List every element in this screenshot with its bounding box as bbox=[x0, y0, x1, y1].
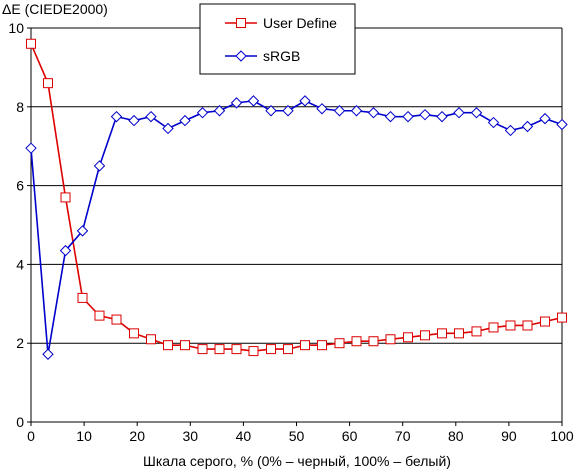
y-tick-label: 8 bbox=[16, 99, 24, 115]
x-tick-label: 50 bbox=[289, 428, 305, 444]
data-point bbox=[540, 316, 551, 327]
legend-entry: User Define bbox=[225, 15, 337, 31]
legend-entry: sRGB bbox=[225, 48, 300, 64]
data-point bbox=[522, 320, 533, 331]
data-point bbox=[334, 338, 345, 349]
data-point bbox=[196, 107, 209, 119]
x-tick-label: 20 bbox=[129, 428, 145, 444]
data-point bbox=[59, 244, 72, 257]
series-layer bbox=[25, 38, 568, 360]
data-point bbox=[162, 122, 174, 135]
data-point bbox=[110, 110, 123, 123]
data-point bbox=[420, 330, 431, 341]
x-tick-label: 70 bbox=[395, 428, 411, 444]
data-point bbox=[179, 340, 190, 351]
data-point bbox=[367, 107, 380, 119]
x-tick-label: 30 bbox=[183, 428, 199, 444]
x-tick-label: 10 bbox=[76, 428, 92, 444]
data-point bbox=[453, 107, 465, 119]
series-srgb bbox=[25, 95, 568, 360]
data-point bbox=[128, 114, 140, 127]
data-point bbox=[299, 340, 310, 351]
data-point bbox=[265, 105, 277, 117]
gridlines bbox=[31, 27, 562, 344]
x-tick-label: 40 bbox=[236, 428, 252, 444]
data-point bbox=[316, 340, 327, 351]
data-point bbox=[145, 110, 157, 123]
data-point bbox=[453, 328, 464, 339]
legend-box bbox=[199, 3, 356, 75]
y-tick-label: 0 bbox=[16, 414, 24, 430]
data-point bbox=[504, 124, 517, 137]
legend-label: User Define bbox=[263, 15, 337, 31]
data-point bbox=[76, 225, 89, 237]
y-tick-label: 2 bbox=[16, 335, 24, 351]
data-point bbox=[247, 95, 260, 107]
y-tick-label: 6 bbox=[16, 178, 24, 194]
y-axis-label: ΔE (CIEDE2000) bbox=[2, 1, 108, 17]
data-point bbox=[162, 340, 173, 351]
data-point bbox=[351, 336, 362, 347]
data-point bbox=[213, 105, 226, 117]
data-point bbox=[282, 105, 294, 117]
data-point bbox=[94, 310, 105, 321]
data-point bbox=[557, 312, 567, 323]
data-point bbox=[214, 344, 225, 355]
data-point bbox=[42, 78, 53, 89]
legend-label: sRGB bbox=[263, 48, 300, 64]
x-axis-label: Шкала серого, % (0% – черный, 100% – бел… bbox=[143, 453, 451, 469]
data-point bbox=[111, 314, 122, 325]
data-point bbox=[470, 107, 483, 119]
data-point bbox=[42, 348, 54, 360]
data-point bbox=[129, 328, 140, 339]
data-point bbox=[299, 95, 311, 107]
data-point bbox=[419, 108, 431, 121]
data-point bbox=[487, 116, 500, 129]
data-point bbox=[488, 322, 499, 333]
x-tick-label: 0 bbox=[27, 428, 35, 444]
x-tick-label: 90 bbox=[501, 428, 517, 444]
data-point bbox=[521, 120, 534, 133]
data-point bbox=[505, 320, 516, 331]
legend-swatch-marker bbox=[235, 50, 247, 62]
data-point bbox=[283, 344, 294, 355]
data-point bbox=[436, 328, 447, 339]
x-tick-label: 100 bbox=[550, 428, 574, 444]
data-point bbox=[384, 110, 397, 123]
data-point bbox=[231, 344, 242, 355]
y-tick-label: 10 bbox=[8, 20, 24, 36]
data-point bbox=[179, 114, 191, 127]
data-point bbox=[93, 160, 106, 172]
data-point bbox=[436, 110, 448, 123]
data-point bbox=[77, 292, 88, 303]
data-point bbox=[385, 334, 396, 345]
data-point bbox=[403, 332, 414, 343]
axes bbox=[27, 27, 563, 426]
y-tick-label: 4 bbox=[16, 256, 24, 272]
data-point bbox=[26, 38, 36, 49]
legend-swatch-marker bbox=[236, 18, 246, 28]
data-point bbox=[197, 344, 208, 355]
series-user-define bbox=[26, 38, 567, 357]
data-point bbox=[316, 103, 328, 115]
data-point bbox=[266, 344, 277, 355]
x-tick-label: 60 bbox=[342, 428, 358, 444]
data-point bbox=[248, 346, 259, 357]
data-point bbox=[556, 118, 568, 131]
data-point bbox=[539, 112, 551, 125]
data-point bbox=[146, 334, 157, 345]
data-point bbox=[60, 192, 71, 203]
data-point bbox=[230, 97, 243, 109]
data-point bbox=[25, 142, 37, 154]
legend: User Define sRGB bbox=[199, 3, 356, 75]
data-point bbox=[402, 110, 414, 123]
data-point bbox=[333, 105, 346, 117]
data-point bbox=[471, 326, 482, 337]
data-point bbox=[368, 336, 379, 347]
data-point bbox=[350, 105, 363, 117]
x-tick-label: 80 bbox=[448, 428, 464, 444]
